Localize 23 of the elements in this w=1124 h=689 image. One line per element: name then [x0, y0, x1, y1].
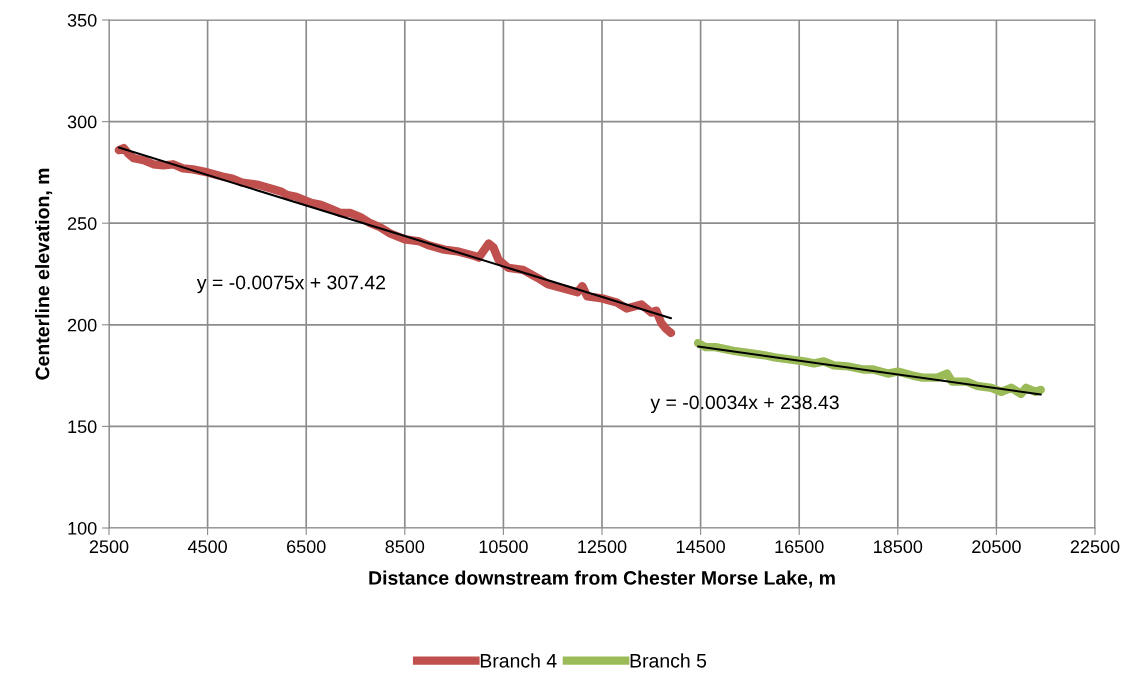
legend-label: Branch 4 — [480, 653, 557, 668]
annotation: y = -0.0034x + 238.43 — [650, 395, 839, 414]
x-tick-label: 12500 — [578, 540, 627, 554]
x-tick-label: 2500 — [89, 540, 129, 554]
y-axis-title: Centerline elevation, m — [35, 168, 53, 380]
x-tick-label: 8500 — [385, 540, 425, 554]
x-tick-label: 16500 — [775, 540, 824, 554]
x-tick-label: 14500 — [676, 540, 725, 554]
x-tick-label: 22500 — [1070, 540, 1120, 554]
annotation: y = -0.0075x + 307.42 — [196, 275, 386, 294]
y-tick-label: 350 — [67, 13, 97, 27]
y-tick-label: 200 — [67, 318, 97, 332]
y-tick-label: 150 — [68, 420, 97, 434]
x-tick-label: 18500 — [874, 540, 923, 554]
y-tick-label: 100 — [68, 521, 97, 535]
x-tick-label: 20500 — [972, 540, 1021, 554]
legend-label: Branch 5 — [630, 653, 707, 668]
y-tick-label: 300 — [67, 115, 97, 129]
x-tick-label: 6500 — [287, 540, 326, 554]
x-tick-label: 4500 — [187, 540, 227, 554]
y-tick-label: 250 — [67, 217, 97, 230]
x-axis-title: Distance downstream from Chester Morse Lake, m — [369, 570, 835, 588]
x-tick-label: 10500 — [479, 540, 528, 554]
